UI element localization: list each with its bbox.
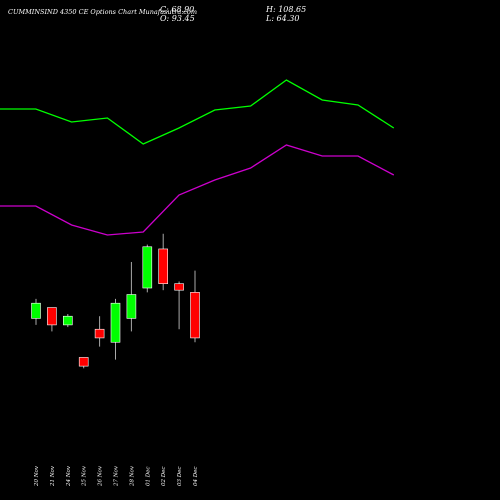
candle xyxy=(110,298,121,360)
x-tick-label: 27 Nov xyxy=(114,465,120,487)
lower-band-line xyxy=(0,144,395,236)
candle-body xyxy=(62,315,73,326)
x-tick-label: 24 Nov xyxy=(66,465,72,487)
x-tick-label: 20 Nov xyxy=(34,465,40,487)
candle xyxy=(31,298,41,325)
candle-body xyxy=(94,328,105,339)
candle-body xyxy=(126,294,137,319)
x-tick-label: 01 Dec xyxy=(145,467,151,487)
low-value: L: 64.30 xyxy=(266,14,300,23)
candle xyxy=(190,270,200,343)
chart-title: CUMMINSIND 4350 CE Options Chart Munafas… xyxy=(8,8,197,16)
candle-body xyxy=(31,302,41,319)
candle xyxy=(126,261,137,332)
upper-band-line xyxy=(0,79,395,145)
candle xyxy=(62,314,73,328)
x-tick-label: 28 Nov xyxy=(129,465,135,487)
x-tick-label: 02 Dec xyxy=(161,467,167,487)
candle xyxy=(47,307,57,332)
candle-body xyxy=(47,307,57,326)
x-tick-label: 26 Nov xyxy=(98,465,104,487)
x-tick-label: 25 Nov xyxy=(82,465,88,487)
candle xyxy=(158,233,168,291)
indicator-bands xyxy=(0,79,395,236)
open-value: O: 93.45 xyxy=(160,14,195,23)
high-value: H: 108.65 xyxy=(266,5,307,14)
candle-body xyxy=(174,283,184,291)
x-axis-labels: 20 Nov 21 Nov 24 Nov 25 Nov 26 Nov 27 Nov 28 N… xyxy=(34,465,199,487)
candle-body xyxy=(158,248,168,284)
candle xyxy=(174,281,184,330)
candle-body xyxy=(110,302,121,343)
x-tick-label: 04 Dec xyxy=(193,467,199,487)
candle xyxy=(142,244,153,293)
candle xyxy=(78,357,89,369)
x-tick-label: 21 Nov xyxy=(50,465,56,487)
candle-body xyxy=(78,357,89,367)
candles xyxy=(31,233,200,369)
candle-body xyxy=(142,246,153,289)
candle xyxy=(94,316,105,347)
x-tick-label: 03 Dec xyxy=(177,467,183,487)
candle-body xyxy=(190,292,200,339)
close-value: C: 68.90 xyxy=(160,5,195,14)
